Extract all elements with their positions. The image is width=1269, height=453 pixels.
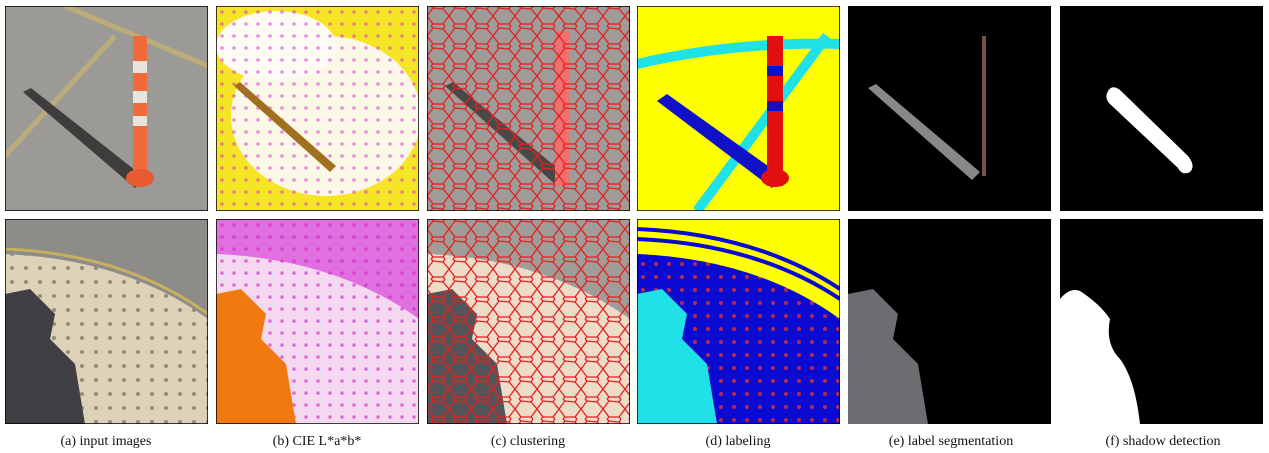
tile-c2 [427,219,630,424]
tile-f2 [1060,219,1266,424]
tile-d2 [637,219,840,424]
panel-caption: (f) shadow detection [1105,434,1220,449]
tile-e2 [848,219,1054,424]
tile-b2 [216,219,419,424]
tile-b1 [216,6,421,211]
panel-caption: (a) input images [61,434,152,449]
tile-a2 [5,219,208,424]
figure: (a) input images (b) CIE L*a*b* (c) cluste… [0,0,1269,453]
captions: (a) input images (b) CIE L*a*b* (c) cluste… [61,434,1221,449]
panel-caption: (d) labeling [706,434,771,449]
panel-caption: (b) CIE L*a*b* [273,434,362,449]
tile-f1 [1060,6,1266,211]
panel-caption: (e) label segmentation [889,434,1013,449]
tile-a1 [5,6,208,211]
panel-caption: (c) clustering [491,434,565,449]
tile-d1 [637,6,840,211]
tile-e1 [848,6,1054,211]
tile-c1 [427,6,630,211]
